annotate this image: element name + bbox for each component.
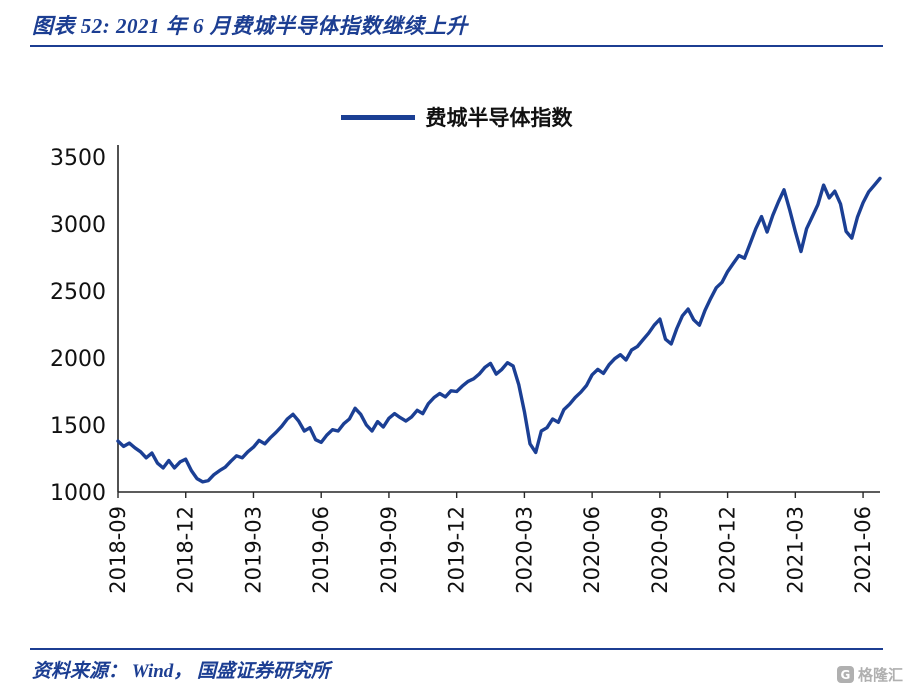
x-tick-label: 2019-06	[309, 506, 333, 594]
y-tick-label: 2500	[50, 280, 106, 305]
x-tick-label: 2018-09	[106, 506, 130, 594]
x-tick-label: 2021-06	[851, 506, 875, 594]
x-tick-label: 2021-03	[783, 506, 807, 594]
chart-legend: 费城半导体指数	[30, 102, 883, 132]
x-tick-label: 2020-09	[648, 506, 672, 594]
y-tick-label: 3000	[50, 213, 106, 238]
x-tick-label: 2019-12	[445, 506, 469, 594]
legend-line-swatch	[340, 114, 415, 120]
x-tick-label: 2020-12	[716, 506, 740, 594]
x-tick-label: 2018-12	[174, 506, 198, 594]
index-line-series	[116, 176, 882, 484]
source-note: 资料来源： Wind， 国盛证券研究所	[32, 661, 331, 682]
y-tick-label: 2000	[50, 347, 106, 372]
y-tick-label: 1000	[50, 481, 106, 506]
footer-divider	[30, 648, 883, 650]
watermark-text: 格隆汇	[857, 668, 903, 684]
x-tick-label: 2019-03	[241, 506, 265, 594]
x-tick-label: 2020-06	[580, 506, 604, 594]
gelonghui-watermark: G 格隆汇	[836, 664, 903, 685]
title-divider	[30, 45, 883, 47]
legend-label: 费城半导体指数	[425, 106, 573, 130]
gelonghui-logo-icon: G	[836, 666, 854, 683]
y-tick-label: 3500	[50, 146, 106, 171]
figure-title: 图表 52: 2021 年 6 月费城半导体指数继续上升	[32, 14, 468, 38]
x-tick-label: 2020-03	[512, 506, 536, 594]
y-tick-label: 1500	[50, 414, 106, 439]
x-tick-label: 2019-09	[377, 506, 401, 594]
